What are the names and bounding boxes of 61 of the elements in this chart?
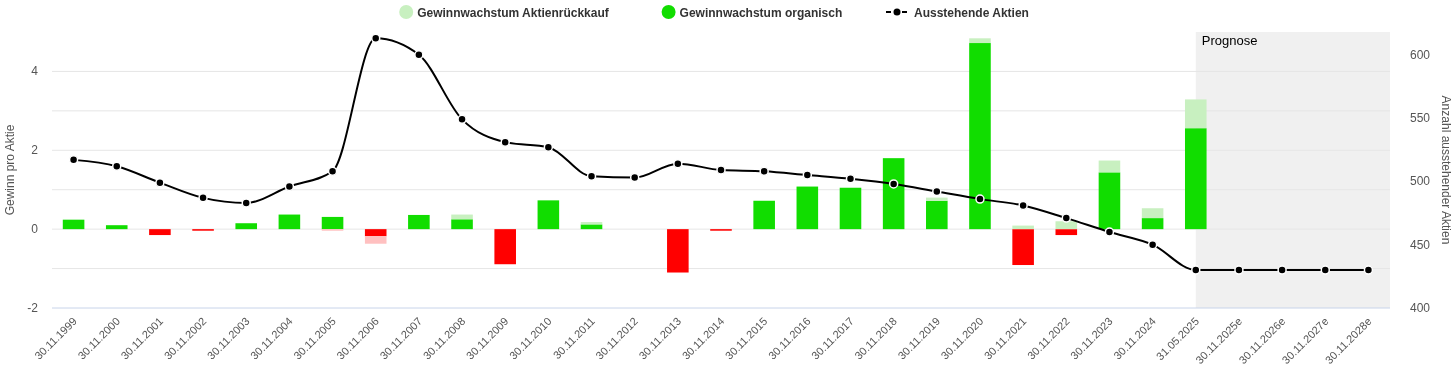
bar: [1098, 160, 1121, 173]
point: [1363, 265, 1374, 275]
point: [414, 50, 424, 60]
bar: [408, 214, 430, 230]
point: [327, 166, 338, 177]
point: [1234, 265, 1244, 275]
point: [1104, 227, 1115, 237]
y2-tick-label: 550: [1409, 111, 1431, 126]
bar: [1055, 229, 1078, 236]
bar: [364, 236, 387, 244]
point: [716, 165, 726, 175]
point: [802, 170, 813, 180]
y-tick-label: 2: [31, 143, 39, 158]
point: [888, 179, 899, 189]
y-tick-label: 0: [31, 222, 39, 237]
point: [1191, 265, 1201, 275]
bar: [494, 229, 516, 265]
bar: [364, 229, 387, 237]
bar: [926, 200, 948, 230]
bar: [105, 225, 128, 230]
y2-tick-label: 600: [1409, 47, 1431, 62]
band-label: Prognose: [1201, 33, 1258, 48]
y2-tick-label: 500: [1409, 174, 1431, 189]
bar: [1184, 128, 1207, 230]
bar: [969, 38, 991, 44]
bar: [753, 200, 775, 230]
bar: [537, 200, 560, 230]
y-axis-title: Gewinn pro Aktie: [3, 124, 17, 216]
y-tick-label: -2: [27, 301, 39, 315]
bar: [149, 229, 171, 236]
bar: [321, 216, 344, 230]
y2-tick-label: 400: [1409, 301, 1431, 315]
bar: [1141, 218, 1164, 230]
bar: [882, 158, 905, 230]
point: [975, 194, 985, 204]
bar: [1098, 172, 1121, 230]
point: [1061, 213, 1072, 223]
legend-label: Gewinnwachstum organisch: [679, 5, 843, 20]
bar: [278, 214, 301, 230]
bar: [1184, 99, 1207, 129]
bar: [667, 229, 689, 273]
bar: [926, 197, 948, 201]
bar: [1012, 229, 1034, 266]
bar: [796, 186, 819, 230]
bar: [1055, 221, 1078, 230]
y2-tick-label: 450: [1409, 237, 1431, 252]
legend-label: Ausstehende Aktien: [914, 5, 1029, 20]
y2-axis-title: Anzahl ausstehender Aktien: [1439, 95, 1453, 245]
bar: [451, 219, 473, 230]
y-tick-label: 4: [31, 64, 39, 79]
point: [1277, 265, 1287, 275]
bar: [235, 223, 258, 230]
legend-label: Gewinnwachstum Aktienrückkauf: [417, 5, 610, 20]
point: [241, 198, 251, 208]
bar: [580, 224, 603, 230]
point: [1320, 265, 1331, 275]
point: [457, 114, 467, 125]
bar: [839, 187, 862, 230]
bar: [1141, 208, 1164, 219]
bar: [969, 43, 991, 230]
bar: [62, 219, 85, 230]
